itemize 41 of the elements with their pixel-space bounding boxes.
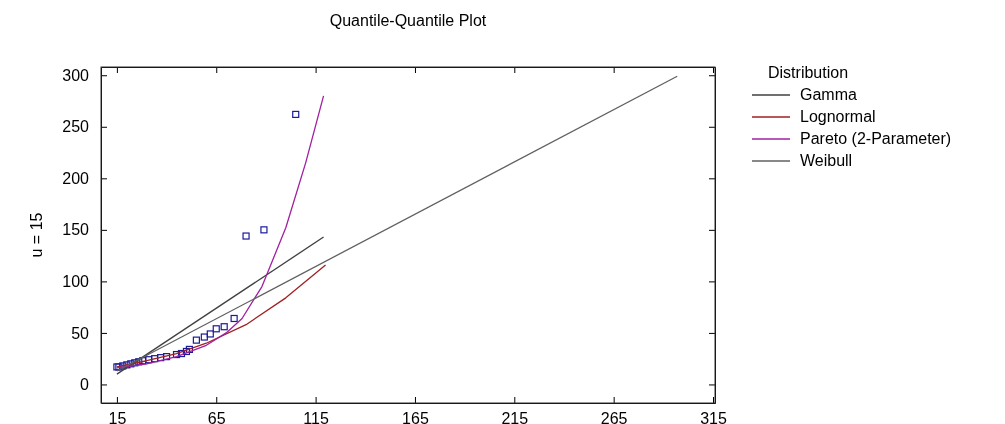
point — [123, 361, 131, 369]
point — [242, 232, 250, 240]
x-tick-label: 165 — [402, 410, 429, 424]
point — [119, 362, 127, 370]
point — [260, 226, 268, 234]
x-tick-label: 315 — [700, 410, 727, 424]
point — [185, 345, 194, 354]
point — [200, 333, 208, 341]
y-tick-label: 100 — [62, 273, 90, 290]
point — [182, 347, 191, 356]
point — [230, 314, 238, 323]
point — [212, 325, 220, 333]
y-tick-label: 0 — [80, 376, 90, 394]
x-tick-label: 215 — [501, 410, 529, 424]
y-tick-label: 250 — [62, 118, 90, 136]
y-tick-label: 50 — [71, 324, 90, 342]
point — [206, 330, 214, 338]
chart-title: Quantile-Quantile Plot — [329, 12, 487, 29]
legend-title: Distribution — [768, 64, 849, 81]
point — [135, 358, 143, 366]
y-tick-label: 200 — [62, 169, 90, 187]
point — [145, 356, 153, 364]
x-tick-label: 115 — [303, 410, 329, 424]
point — [292, 110, 300, 119]
point — [220, 323, 228, 331]
point — [172, 350, 181, 359]
y-axis-title: u = 15 — [28, 212, 45, 258]
point — [162, 353, 171, 361]
x-tick-label: 15 — [108, 410, 127, 424]
legend-label: Gamma — [800, 86, 857, 103]
x-tick-label: 65 — [207, 410, 226, 424]
y-tick-label: 300 — [62, 66, 90, 84]
point — [139, 357, 147, 365]
point — [192, 336, 200, 344]
legend-label: Weibull — [800, 152, 853, 169]
x-tick-label: 265 — [600, 410, 628, 424]
legend-label: Lognormal — [800, 108, 876, 125]
legend-label: Pareto (2-Parameter) — [800, 130, 952, 147]
y-tick-label: 150 — [62, 221, 90, 239]
point — [151, 355, 159, 363]
point — [177, 349, 186, 358]
